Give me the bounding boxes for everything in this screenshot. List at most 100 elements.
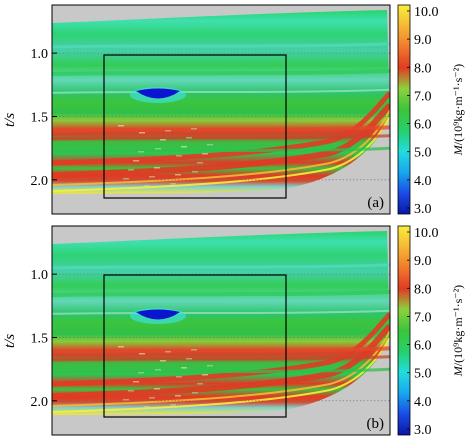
disturbance-speckle [118,125,124,127]
heatmap-image [52,226,390,435]
disturbance-speckle [192,171,198,173]
layer-band [52,367,390,374]
layer-band [52,146,390,153]
disturbance-speckle [165,351,171,353]
colorbar-tick-label: 9.0 [414,254,432,269]
colorbar-tick-label: 5.0 [414,367,432,382]
colorbar-bar [397,4,411,215]
layer-band [52,355,390,362]
y-axis-label: t/s [2,334,18,348]
panel-label: (a) [367,195,384,211]
heatmap-image [52,5,390,214]
layer-band [52,88,390,94]
colorbar-a: 10.0 9.0 8.0 7.0 6.0 5.0 4.0 3.0 M/(10⁹kg·m⁻¹·s⁻… [397,4,465,217]
disturbance-speckle [139,132,145,134]
colorbar-tick-label: 6.0 [414,118,432,133]
y-tick-label: 1.0 [31,268,49,283]
disturbance-speckle [144,406,150,408]
disturbance-speckle [191,349,197,351]
disturbance-speckle [138,151,144,153]
anomaly-lens [136,88,180,99]
zoom-box [103,54,287,199]
layer-band [52,68,390,76]
disturbance-speckle [181,367,187,369]
disturbance-speckle [175,174,181,176]
disturbance-speckle [192,392,198,394]
colorbar-tick-label: 6.0 [414,339,432,354]
colorbar-label: M/(10⁹kg·m⁻¹·s⁻²) [451,285,465,377]
disturbance-speckle [207,144,213,146]
disturbance-speckle [133,160,139,162]
colorbar-tick-label: 3.0 [414,202,432,217]
layer-band [52,309,390,315]
heatmap-field [52,10,390,194]
disturbance-speckle [176,376,182,378]
disturbance-speckle [197,162,203,164]
panel-b: 1.0 1.5 2.0 t/s (b) [2,225,391,436]
heatmap-field [52,231,390,415]
disturbance-speckle [191,128,197,130]
reflector-layer [52,336,390,413]
disturbance-speckle [128,390,134,392]
disturbance-speckle [138,372,144,374]
layer-band [52,125,390,133]
disturbance-speckle [133,381,139,383]
disturbance-speckle [202,153,208,155]
reflector-layer [52,91,390,166]
y-tick-label: 1.5 [31,110,49,125]
colorbar-tick-label: 4.0 [414,174,432,189]
panel-frame [51,225,391,436]
colorbar-b: 10.0 9.0 8.0 7.0 6.0 5.0 4.0 3.0 M/(10⁹kg·m⁻¹·s⁻… [397,225,465,438]
layer-band [52,346,390,354]
disturbance-speckle [149,397,155,399]
colorbar-tick-label: 10.0 [414,5,439,20]
layer-band [52,134,390,141]
disturbance-speckle [154,167,160,169]
colorbar-tick-label: 7.0 [414,310,432,325]
colorbar-tick-label: 5.0 [414,146,432,161]
reflector-layer [52,312,390,387]
disturbance-speckle [149,176,155,178]
disturbance-speckle [155,369,161,371]
y-axis-label: t/s [2,113,18,127]
anomaly-lens [136,309,180,320]
disturbance-speckle [165,130,171,132]
zoom-box [103,274,287,418]
disturbance-speckle [186,137,192,139]
colorbar-tick-label: 10.0 [414,226,439,241]
colorbar-bar [397,225,411,436]
colorbar-tick-label: 7.0 [414,89,432,104]
disturbance-speckle [144,185,150,187]
layer-band [52,263,390,270]
reflector-layer [52,323,390,399]
layer-band [52,42,390,49]
y-tick-label: 1.5 [31,331,49,346]
disturbance-speckle [186,358,192,360]
disturbance-speckle [118,346,124,348]
y-tick-label: 1.0 [31,47,49,62]
panel-label: (b) [367,416,385,432]
disturbance-speckle [202,374,208,376]
disturbance-speckle [139,353,145,355]
colorbar-tick-label: 4.0 [414,395,432,410]
disturbance-speckle [128,169,134,171]
colorbar-label: M/(10⁹kg·m⁻¹·s⁻²) [451,64,465,156]
reflector-layer [52,115,390,192]
reflector-layer [52,102,390,178]
disturbance-speckle [176,155,182,157]
disturbance-speckle [154,388,160,390]
colorbar-tick-label: 9.0 [414,33,432,48]
disturbance-speckle [170,404,176,406]
panel-a: 1.0 1.5 2.0 t/s (a) [2,4,391,215]
colorbar-tick-label: 8.0 [414,61,432,76]
colorbar-tick-label: 3.0 [414,423,432,438]
disturbance-speckle [197,383,203,385]
disturbance-speckle [155,148,161,150]
disturbance-speckle [123,178,129,180]
disturbance-speckle [170,183,176,185]
disturbance-speckle [160,360,166,362]
disturbance-speckle [181,146,187,148]
layer-band [52,289,390,297]
disturbance-speckle [123,399,129,401]
